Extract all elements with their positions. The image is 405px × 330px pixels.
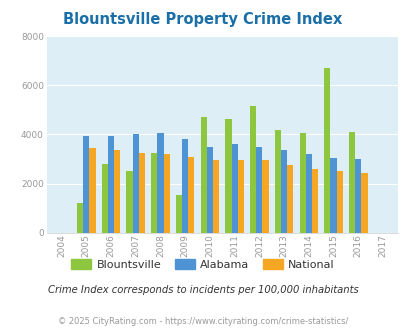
Bar [163,154,169,233]
Bar [360,173,367,233]
Text: © 2025 CityRating.com - https://www.cityrating.com/crime-statistics/: © 2025 CityRating.com - https://www.city… [58,317,347,326]
Bar [175,195,182,233]
Bar [77,203,83,233]
Bar [249,106,256,233]
Bar [354,159,360,233]
Bar [102,164,108,233]
Bar [330,158,336,233]
Bar [237,160,243,233]
Bar [274,130,280,233]
Bar [83,136,89,233]
Bar [114,150,120,233]
Text: Blountsville Property Crime Index: Blountsville Property Crime Index [63,12,342,26]
Bar [280,150,286,233]
Legend: Blountsville, Alabama, National: Blountsville, Alabama, National [66,255,339,274]
Text: Crime Index corresponds to incidents per 100,000 inhabitants: Crime Index corresponds to incidents per… [47,285,358,295]
Bar [256,147,262,233]
Bar [348,132,354,233]
Bar [139,153,145,233]
Bar [336,171,342,233]
Bar [200,117,206,233]
Bar [305,154,311,233]
Bar [311,169,318,233]
Bar [151,153,157,233]
Bar [299,133,305,233]
Bar [126,171,132,233]
Bar [286,165,293,233]
Bar [182,139,188,233]
Bar [324,68,330,233]
Bar [108,136,114,233]
Bar [225,118,231,233]
Bar [213,160,219,233]
Bar [206,147,213,233]
Bar [231,144,237,233]
Bar [132,135,139,233]
Bar [262,160,268,233]
Bar [89,148,95,233]
Bar [188,157,194,233]
Bar [157,133,163,233]
